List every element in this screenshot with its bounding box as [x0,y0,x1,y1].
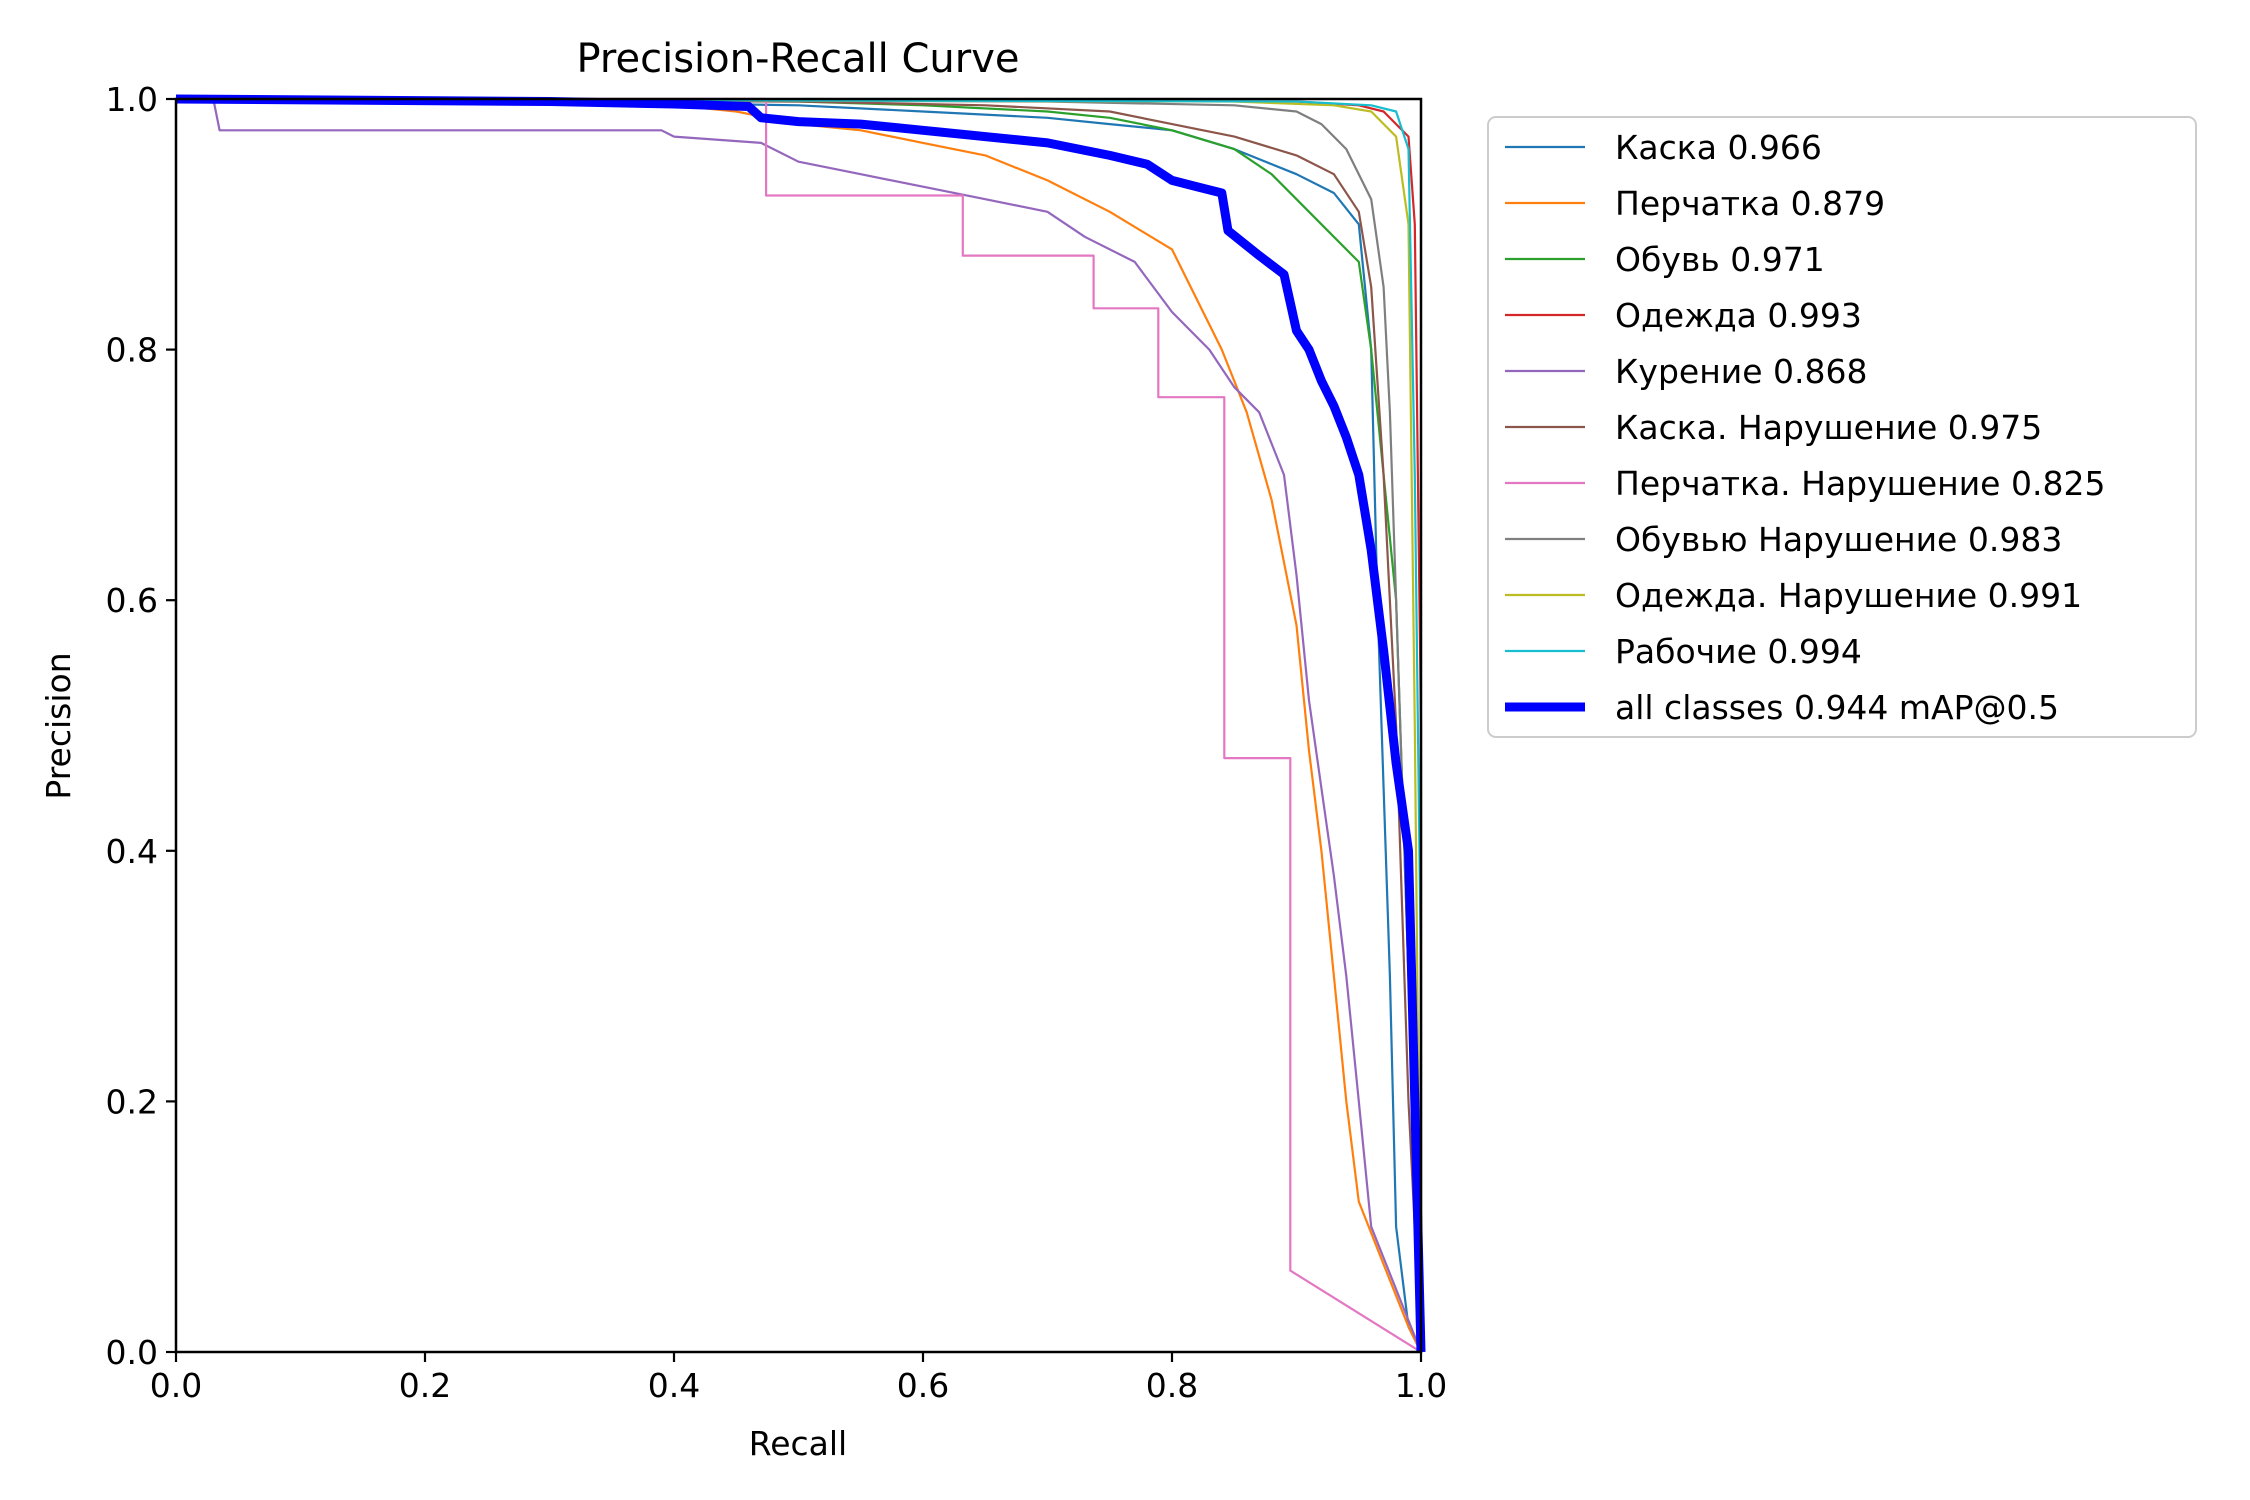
series-line-6 [176,97,1422,1353]
legend-label: Курение 0.868 [1615,352,1868,391]
x-tick-label: 0.8 [1146,1366,1198,1405]
plot-lines [175,94,1426,1353]
series-line-2 [175,97,1423,1353]
series-line-10 [175,94,1426,1353]
legend-label: Перчатка. Нарушение 0.825 [1615,464,2105,503]
x-tick-label: 1.0 [1395,1366,1447,1405]
x-tick-label: 0.6 [897,1366,949,1405]
y-tick-label: 0.6 [106,581,158,620]
chart-title: Precision-Recall Curve [577,36,1020,82]
legend-label: Рабочие 0.994 [1615,632,1862,671]
series-line-7 [175,97,1423,1353]
x-axis-label: Recall [749,1424,847,1463]
series-line-3 [175,97,1423,1352]
y-axis: 0.0 0.2 0.4 0.6 0.8 1.0 [106,80,176,1372]
legend-label: Обувь 0.971 [1615,240,1825,279]
legend-label: Одежда 0.993 [1615,296,1862,335]
legend-label: Обувью Нарушение 0.983 [1615,520,2062,559]
legend-label: Каска 0.966 [1615,128,1822,167]
plot-frame [174,97,1423,1354]
legend-items: Каска 0.966 Перчатка 0.879 Обувь 0.971 Одеж… [1505,128,2105,727]
y-tick-label: 1.0 [106,80,158,119]
y-axis-label: Precision [39,652,78,799]
series-line-0 [175,97,1422,1353]
legend-label: Каска. Нарушение 0.975 [1615,408,2042,447]
y-tick-label: 0.4 [106,832,158,871]
legend-label: all classes 0.944 mAP@0.5 [1615,688,2059,727]
legend: Каска 0.966 Перчатка 0.879 Обувь 0.971 Одеж… [1487,116,2197,738]
x-tick-label: 0.4 [648,1366,700,1405]
legend-label: Перчатка 0.879 [1615,184,1885,223]
series-line-4 [176,97,1423,1353]
legend-label: Одежда. Нарушение 0.991 [1615,576,2082,615]
y-tick-label: 0.2 [106,1082,158,1121]
x-tick-label: 0.2 [399,1366,451,1405]
y-tick-label: 0.8 [106,331,158,370]
legend-frame [1487,116,2197,738]
series-line-8 [175,97,1423,1353]
series-line-9 [175,97,1423,1352]
series-line-1 [175,97,1422,1353]
series-line-5 [175,97,1423,1353]
y-tick-label: 0.0 [106,1333,158,1372]
x-tick-label: 0.0 [150,1366,202,1405]
x-axis: 0.0 0.2 0.4 0.6 0.8 1.0 [150,1352,1447,1405]
